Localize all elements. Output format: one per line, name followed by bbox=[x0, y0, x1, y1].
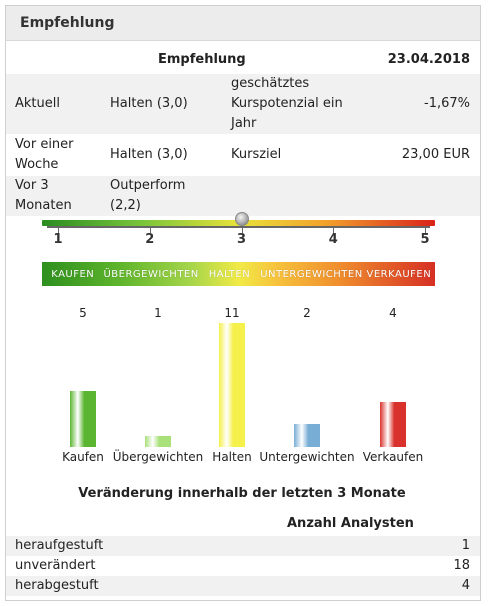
panel-title: Empfehlung bbox=[6, 6, 480, 41]
table-row: Aktuell Halten (3,0) geschätztes Kurspot… bbox=[6, 74, 480, 134]
bar-category-label: Untergewichten bbox=[259, 450, 355, 464]
row-period: Vor 3 Monaten bbox=[15, 178, 72, 213]
change-value: 4 bbox=[461, 578, 470, 593]
row-value: 23,00 EUR bbox=[401, 147, 470, 162]
table-row: Vor einer Woche Halten (3,0) Kursziel 23… bbox=[6, 134, 480, 176]
table-row: heraufgestuft 1 bbox=[6, 536, 480, 556]
bar-3 bbox=[294, 424, 320, 447]
bar-count-label: 11 bbox=[224, 306, 240, 320]
changes-title: Veränderung innerhalb der letzten 3 Mona… bbox=[78, 486, 406, 501]
bar-count-label: 4 bbox=[389, 306, 397, 320]
row-period: Vor einer Woche bbox=[15, 137, 74, 172]
band-label-kaufen: KAUFEN bbox=[51, 268, 95, 280]
row-rating: Halten (3,0) bbox=[110, 96, 188, 111]
band-label-uebergewichten: ÜBERGEWICHTEN bbox=[103, 268, 199, 280]
scale-tick-label: 2 bbox=[145, 232, 155, 247]
bar-category-label: Verkaufen bbox=[362, 450, 424, 464]
bar-count-label: 1 bbox=[154, 306, 162, 320]
row-rating: Outperform (2,2) bbox=[110, 178, 186, 213]
scale-tick bbox=[149, 226, 151, 233]
bar-category-label: Kaufen bbox=[62, 450, 104, 464]
bar-4 bbox=[380, 402, 406, 447]
bar-category-label: Halten bbox=[212, 450, 252, 464]
row-metric: Kursziel bbox=[231, 147, 282, 162]
table-header-label: Empfehlung bbox=[158, 52, 246, 67]
scale-tick bbox=[333, 226, 335, 233]
change-label: unverändert bbox=[15, 558, 96, 573]
scale-tick bbox=[58, 226, 59, 233]
bar-2 bbox=[219, 323, 245, 447]
scale-tick-label: 3 bbox=[236, 232, 247, 247]
row-rating: Halten (3,0) bbox=[110, 147, 188, 162]
row-period: Aktuell bbox=[15, 96, 60, 111]
band-label-verkaufen: VERKAUFEN bbox=[366, 268, 432, 280]
band-label-halten: HALTEN bbox=[208, 268, 251, 280]
row-value: -1,67% bbox=[424, 96, 470, 111]
table-row: unverändert 18 bbox=[6, 556, 480, 576]
recommendation-panel: Empfehlung Empfehlung 23.04.2018 Aktuell… bbox=[5, 5, 481, 601]
bar-0 bbox=[70, 391, 96, 447]
scale-tick bbox=[425, 226, 426, 233]
scale-tick-label: 5 bbox=[420, 232, 430, 247]
bar-count-label: 2 bbox=[303, 306, 311, 320]
change-label: heraufgestuft bbox=[15, 538, 104, 553]
rating-band: KAUFEN ÜBERGEWICHTEN HALTEN UNTERGEWICHT… bbox=[42, 262, 435, 286]
change-label: herabgestuft bbox=[15, 578, 99, 593]
rating-slider-knob bbox=[234, 212, 249, 226]
change-value: 18 bbox=[453, 558, 470, 573]
row-metric: geschätztes Kurspotenzial ein Jahr bbox=[231, 76, 343, 131]
bar-count-label: 5 bbox=[79, 306, 87, 320]
bar-1 bbox=[145, 436, 171, 447]
scale-tick bbox=[241, 226, 243, 233]
table-row: Vor 3 Monaten Outperform (2,2) bbox=[6, 176, 480, 216]
rating-scale-axis bbox=[47, 226, 430, 228]
table-row: herabgestuft 4 bbox=[6, 576, 480, 596]
analyst-count-header: Anzahl Analysten bbox=[287, 516, 414, 531]
bar-category-label: Übergewichten bbox=[112, 450, 204, 464]
table-header-row: Empfehlung 23.04.2018 bbox=[6, 46, 480, 74]
band-label-untergewichten: UNTERGEWICHTEN bbox=[260, 268, 363, 280]
scale-tick-label: 4 bbox=[328, 232, 338, 247]
table-header-date: 23.04.2018 bbox=[387, 52, 470, 67]
scale-tick-label: 1 bbox=[53, 232, 63, 247]
change-value: 1 bbox=[461, 538, 470, 553]
